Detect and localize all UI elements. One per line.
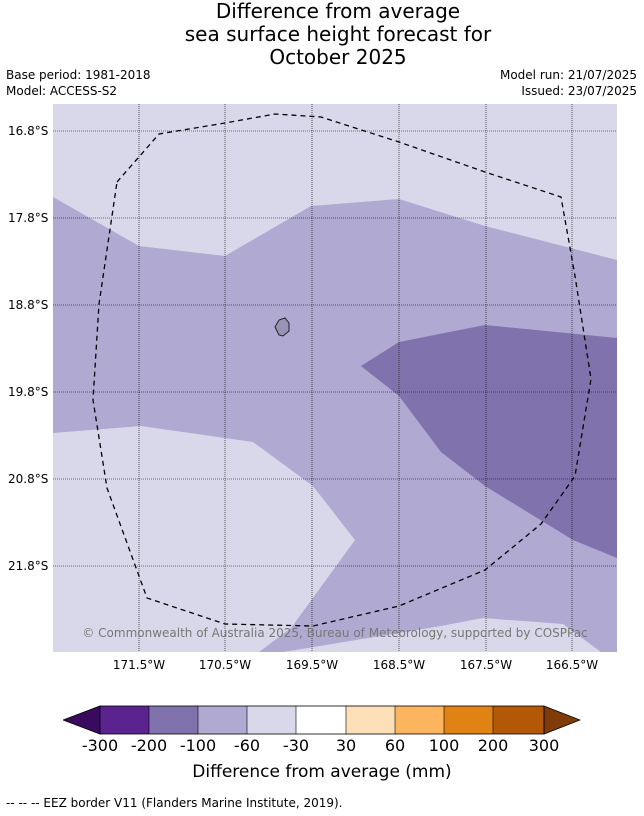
- anomaly-region-100-200: [361, 325, 617, 558]
- colorbar-tick-5: -30: [282, 736, 310, 755]
- gridlines: [53, 104, 617, 652]
- chart-title: Difference from average sea surface heig…: [0, 0, 644, 69]
- anomaly-region-60-100: [53, 197, 617, 652]
- colorbar-tick-4: -60: [233, 736, 261, 755]
- base-period: Base period: 1981-2018: [6, 68, 151, 82]
- colorbar-tick-6: 30: [335, 736, 357, 755]
- colorbar-tick-3: -100: [179, 736, 217, 755]
- model-name: Model: ACCESS-S2: [6, 84, 118, 98]
- lon-label-6: 166.5°W: [545, 658, 599, 672]
- model-run: Model run: 21/07/2025: [499, 68, 637, 82]
- copyright-notice: © Commonwealth of Australia 2025, Bureau…: [82, 626, 588, 640]
- lat-label-2: 17.8°S: [8, 211, 49, 225]
- lat-label-5: 20.8°S: [8, 472, 49, 486]
- colorbar-frame: [99, 705, 545, 735]
- lon-label-5: 167.5°W: [459, 658, 513, 672]
- eez-footnote: -- -- -- EEZ border V11 (Flanders Marine…: [6, 796, 343, 810]
- lat-label-4: 19.8°S: [8, 385, 49, 399]
- colorbar-bin-1: [100, 706, 149, 734]
- title-line-3: October 2025: [269, 45, 407, 69]
- colorbar-tick-10: 300: [528, 736, 560, 755]
- colorbar-tick-1: -300: [81, 736, 119, 755]
- title-line-2: sea surface height forecast for: [184, 22, 492, 46]
- colorbar-tick-8: 100: [428, 736, 460, 755]
- colorbar-bin-9: [493, 706, 544, 734]
- colorbar-bin-7: [395, 706, 444, 734]
- colorbar-bin-2: [149, 706, 198, 734]
- lat-label-6: 21.8°S: [8, 559, 49, 573]
- meta-left: Base period: 1981-2018 Model: ACCESS-S2: [6, 67, 151, 99]
- map-panel[interactable]: [53, 104, 617, 652]
- colorbar-tick-2: -200: [130, 736, 168, 755]
- colorbar-dividers: [148, 706, 494, 734]
- map-svg: [53, 104, 617, 652]
- colorbar-bin-5: [296, 706, 346, 734]
- lon-label-1: 171.5°W: [112, 658, 166, 672]
- colorbar-bin-4: [247, 706, 296, 734]
- island-land: [274, 317, 290, 337]
- colorbar-bin-8: [444, 706, 493, 734]
- colorbar-label: Difference from average (mm): [192, 762, 452, 782]
- colorbar-bin-6: [346, 706, 395, 734]
- lat-label-3: 18.8°S: [8, 298, 49, 312]
- issued-date: Issued: 23/07/2025: [521, 84, 637, 98]
- lon-label-3: 169.5°W: [285, 658, 339, 672]
- lon-label-4: 168.5°W: [372, 658, 426, 672]
- lat-label-1: 16.8°S: [8, 124, 49, 138]
- colorbar-tick-7: 60: [384, 736, 406, 755]
- lon-label-2: 170.5°W: [198, 658, 252, 672]
- meta-right: Model run: 21/07/2025 Issued: 23/07/2025: [500, 67, 637, 99]
- eez-border: [92, 113, 592, 627]
- colorbar-arrow-low: [63, 705, 101, 735]
- colorbar-tick-9: 200: [477, 736, 509, 755]
- colorbar: [63, 705, 581, 735]
- colorbar-bin-3: [198, 706, 247, 734]
- colorbar-arrow-high: [543, 705, 581, 735]
- title-line-1: Difference from average: [215, 0, 461, 23]
